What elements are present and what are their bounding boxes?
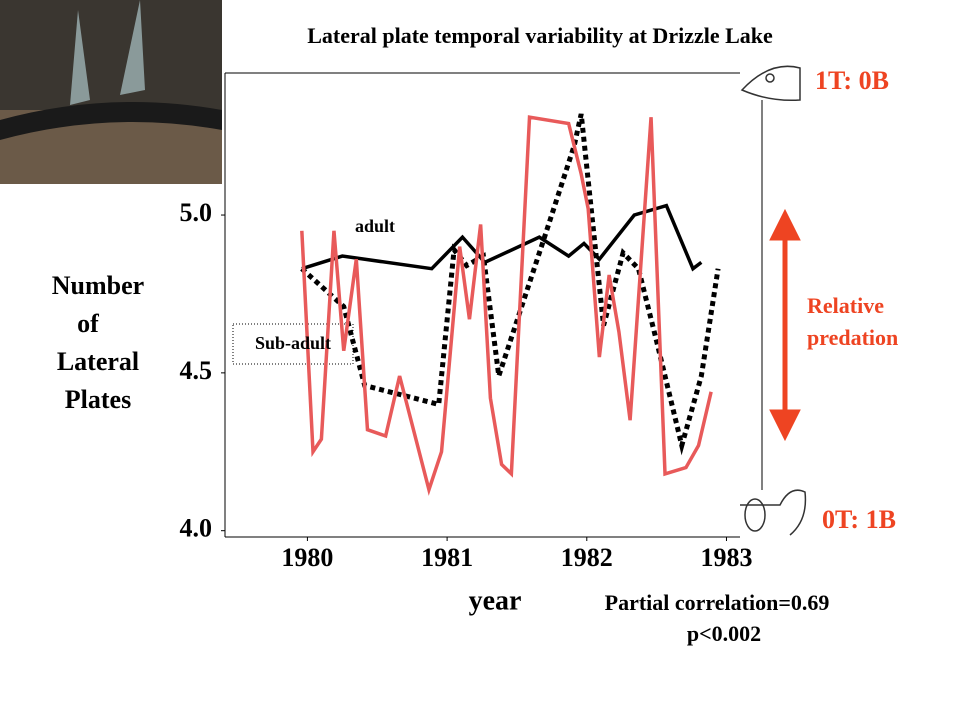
x-tick-label: 1981	[421, 543, 473, 572]
predation-label: predation	[807, 325, 898, 350]
x-axis-label: year	[469, 585, 522, 616]
x-tick-label: 1982	[561, 543, 613, 572]
series-line	[300, 113, 721, 456]
series-label: Sub-adult	[255, 333, 331, 353]
bird-icon	[740, 489, 807, 536]
y-axis-label: Lateral	[57, 347, 139, 376]
y-axis-label: Number	[52, 271, 144, 300]
y-axis-label: of	[77, 309, 99, 338]
fish-icon	[740, 65, 801, 102]
bottom-label: 0T: 1B	[822, 505, 896, 534]
predation-arrow	[769, 208, 801, 442]
series-line	[300, 115, 713, 496]
series-line	[301, 203, 703, 272]
y-axis-label: Plates	[65, 385, 131, 414]
x-tick-label: 1983	[700, 543, 752, 572]
x-tick-label: 1980	[281, 543, 333, 572]
p-value: p<0.002	[687, 621, 761, 646]
y-tick-label: 4.5	[180, 356, 213, 385]
predation-label: Relative	[807, 293, 884, 318]
chart-title: Lateral plate temporal variability at Dr…	[307, 23, 773, 48]
y-tick-label: 4.0	[180, 514, 213, 543]
sub-adult-box	[232, 323, 354, 365]
correlation: Partial correlation=0.69	[605, 590, 830, 615]
top-label: 1T: 0B	[815, 66, 889, 95]
photo	[0, 0, 222, 184]
y-tick-label: 5.0	[180, 198, 213, 227]
series-label: adult	[355, 216, 395, 236]
